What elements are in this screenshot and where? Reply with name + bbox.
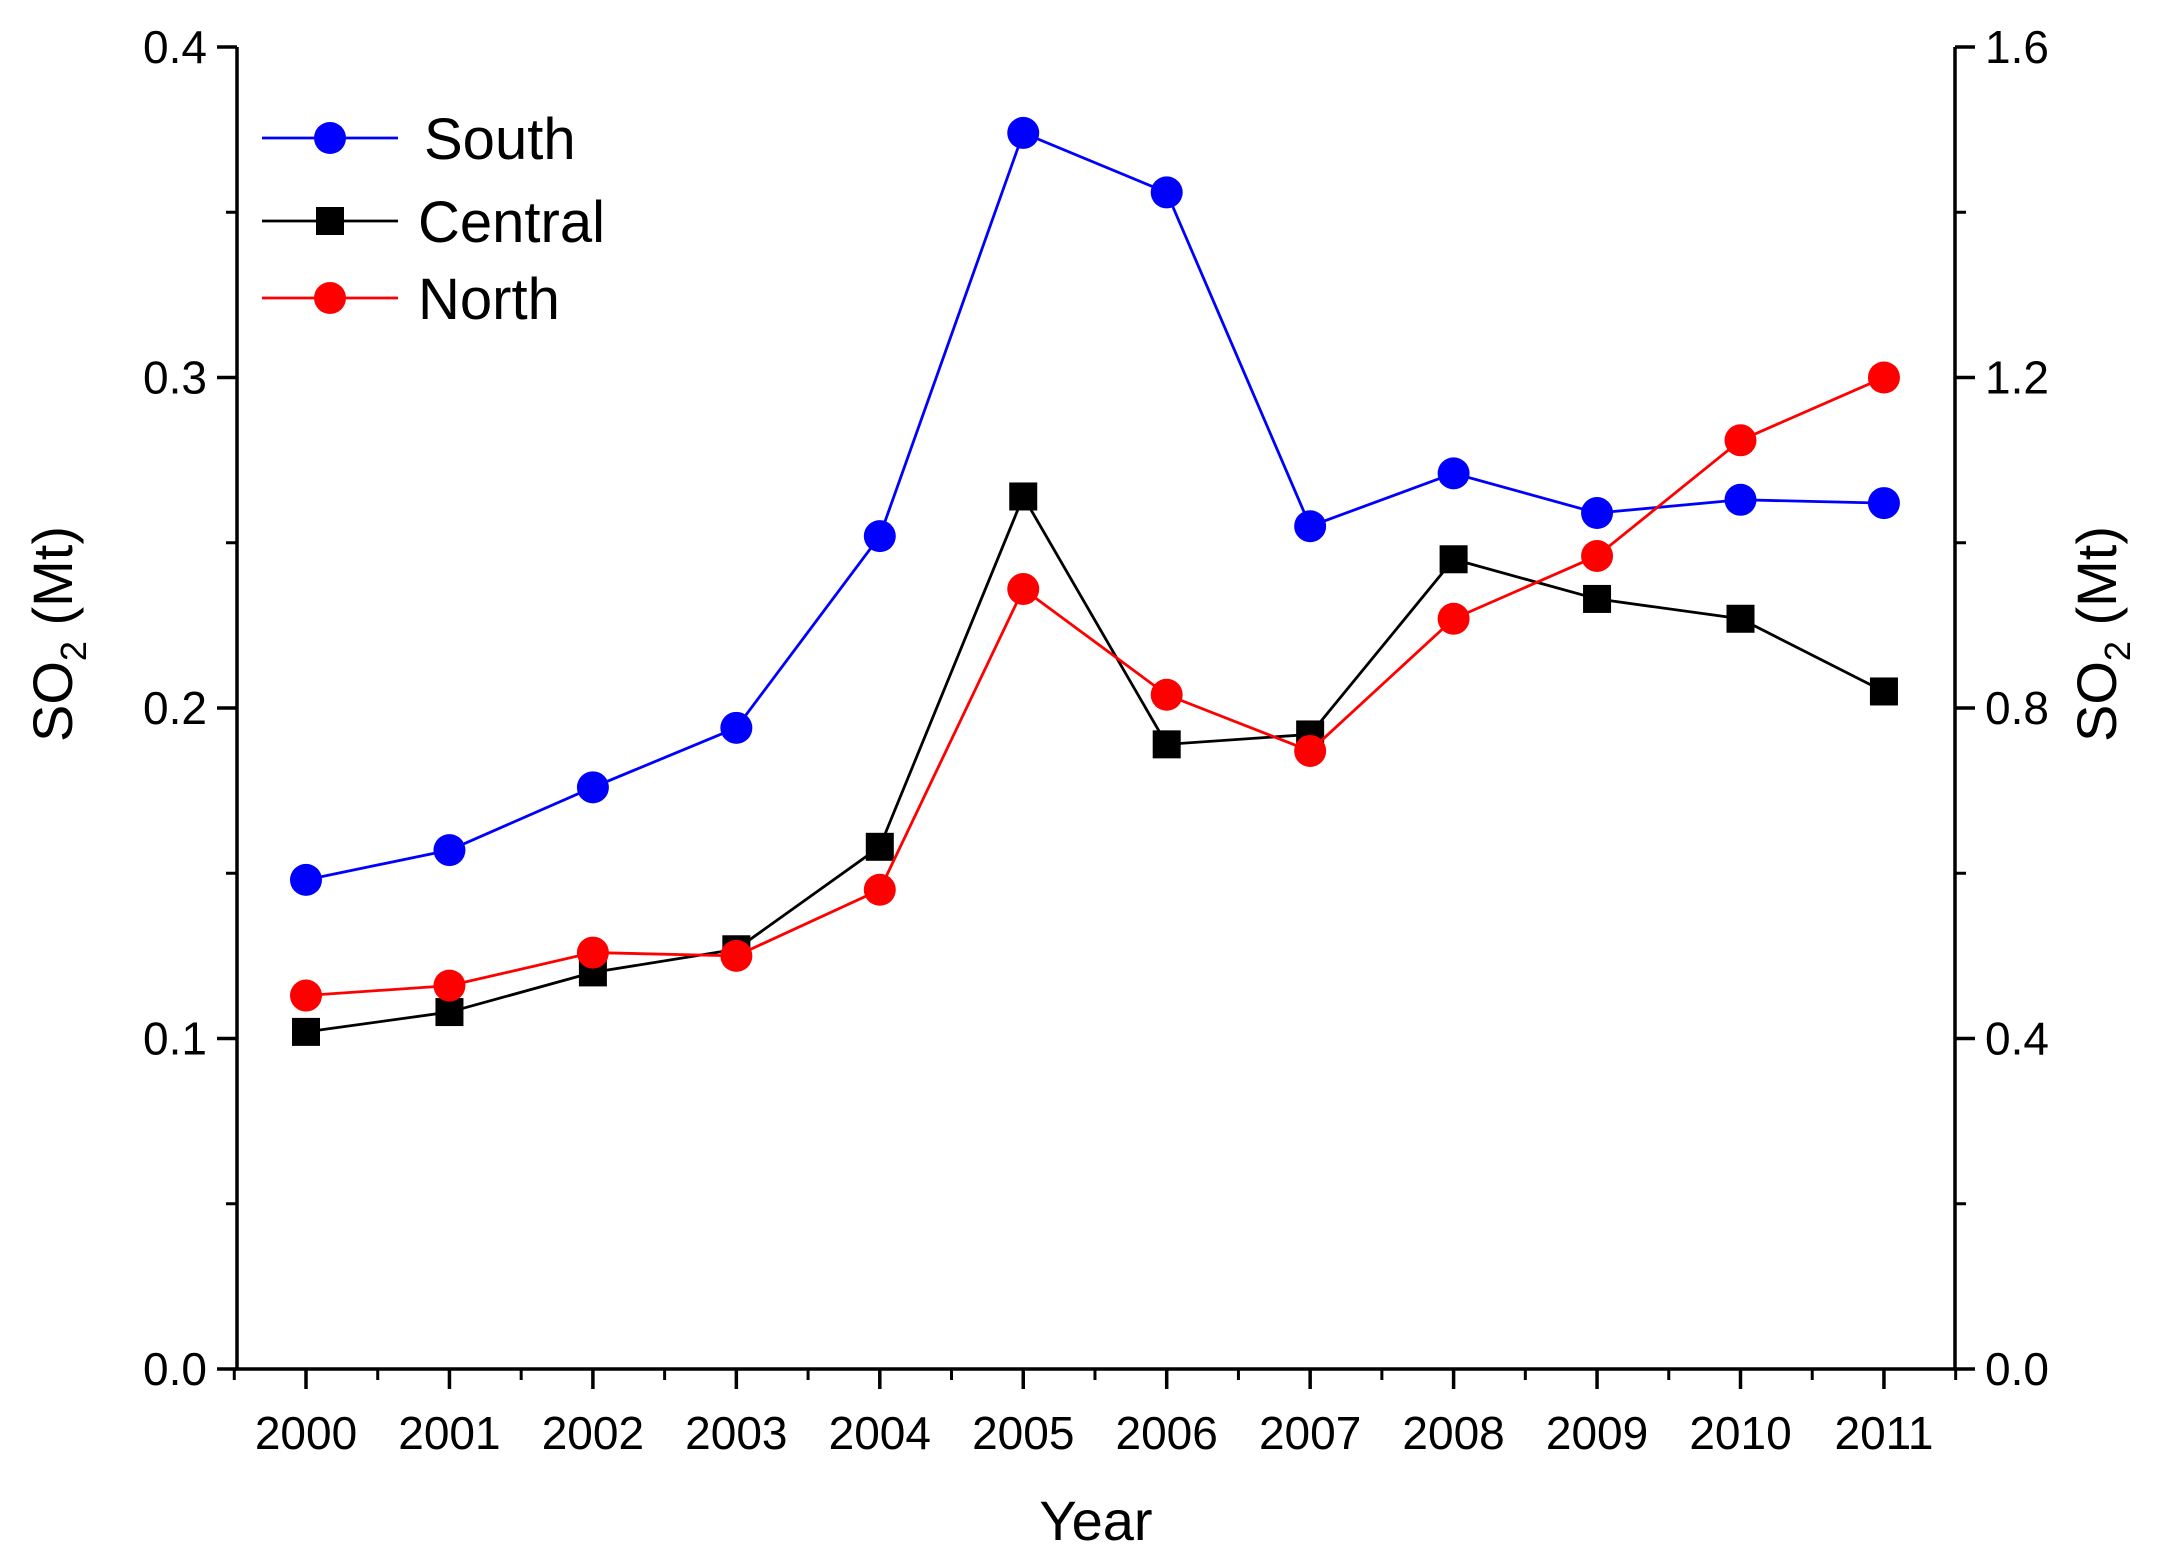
- right-y-tick-label: 0.0: [1985, 1343, 2049, 1395]
- legend-label-south: South: [424, 107, 576, 172]
- data-point-north: [1437, 602, 1470, 635]
- data-point-south: [1294, 510, 1327, 543]
- x-tick-label: 2002: [542, 1407, 644, 1459]
- legend-label-north: North: [418, 267, 560, 332]
- x-tick-label: 2004: [829, 1407, 931, 1459]
- data-point-south: [863, 520, 896, 553]
- x-tick-label: 2008: [1402, 1407, 1504, 1459]
- series-north: [290, 361, 1900, 1012]
- data-point-south: [290, 863, 322, 896]
- series-layer: [290, 116, 1900, 1046]
- data-point-south: [1007, 116, 1040, 149]
- data-point-south: [1150, 176, 1183, 209]
- series-line-north: [305, 376, 1885, 997]
- legend-entry-central: Central: [262, 190, 605, 255]
- right-y-tick-label: 1.2: [1985, 352, 2049, 404]
- left-y-tick-label: 0.4: [143, 21, 207, 73]
- left-y-tick-label: 0.1: [143, 1013, 207, 1065]
- x-tick-label: 2009: [1546, 1407, 1648, 1459]
- data-point-north: [576, 936, 609, 969]
- legend-entry-north: North: [262, 267, 560, 332]
- x-tick-label: 2005: [972, 1407, 1074, 1459]
- data-point-north: [1007, 573, 1040, 606]
- data-point-central: [1439, 545, 1468, 574]
- data-point-central: [435, 998, 464, 1027]
- x-tick-label: 2003: [685, 1407, 787, 1459]
- data-point-north: [1867, 361, 1900, 394]
- data-point-central: [1009, 482, 1038, 511]
- data-point-south: [1581, 497, 1614, 530]
- data-point-north: [1150, 678, 1183, 711]
- left-y-tick-label: 0.0: [143, 1343, 207, 1395]
- left-y-tick-label: 0.3: [143, 352, 207, 404]
- legend-marker-central: [316, 207, 344, 235]
- x-tick-label: 2010: [1689, 1407, 1791, 1459]
- x-tick-label: 2011: [1834, 1407, 1933, 1459]
- right-y-tick-label: 0.4: [1985, 1013, 2049, 1065]
- legend-entry-south: South: [262, 107, 576, 172]
- x-tick-label: 2007: [1259, 1407, 1361, 1459]
- right-y-tick-label: 1.6: [1985, 21, 2049, 73]
- data-point-central: [292, 1017, 320, 1046]
- data-point-north: [433, 969, 466, 1002]
- x-tick-label: 2001: [398, 1407, 500, 1459]
- series-line-south: [305, 131, 1884, 882]
- data-point-north: [720, 939, 753, 972]
- x-axis-title: Year: [1039, 1489, 1152, 1552]
- data-point-north: [1581, 539, 1614, 572]
- series-central: [292, 482, 1898, 1046]
- data-point-south: [1867, 487, 1900, 520]
- data-point-central: [865, 832, 894, 861]
- legend: South Central North: [262, 107, 605, 332]
- right-y-tick-label: 0.8: [1985, 682, 2049, 734]
- data-point-central: [1152, 730, 1181, 759]
- data-point-north: [1724, 424, 1757, 457]
- data-point-south: [433, 834, 466, 867]
- x-tick-label: 2006: [1116, 1407, 1218, 1459]
- left-y-axis-title: SO2 (Mt): [21, 526, 94, 742]
- data-point-north: [1294, 734, 1327, 767]
- legend-label-central: Central: [418, 190, 605, 255]
- data-point-south: [1724, 483, 1757, 516]
- data-point-south: [1437, 457, 1470, 490]
- series-south: [290, 116, 1900, 896]
- legend-marker-north: [314, 282, 346, 314]
- data-point-north: [863, 873, 896, 906]
- data-point-south: [720, 711, 753, 744]
- series-line-central: [305, 493, 1885, 1034]
- data-point-central: [1583, 584, 1612, 613]
- legend-marker-south: [314, 122, 346, 154]
- right-y-axis-title: SO2 (Mt): [2065, 526, 2138, 742]
- x-tick-label: 2000: [255, 1407, 357, 1459]
- data-point-south: [576, 771, 609, 804]
- data-point-central: [1869, 677, 1898, 706]
- data-point-central: [1726, 604, 1755, 633]
- left-y-tick-label: 0.2: [143, 682, 207, 734]
- data-point-north: [290, 979, 322, 1012]
- axes-layer: 0.0 0.1 0.2 0.3 0.4 0.0 0.4 0.8 1.2 1.6 2000 2001 20…: [21, 21, 2138, 1552]
